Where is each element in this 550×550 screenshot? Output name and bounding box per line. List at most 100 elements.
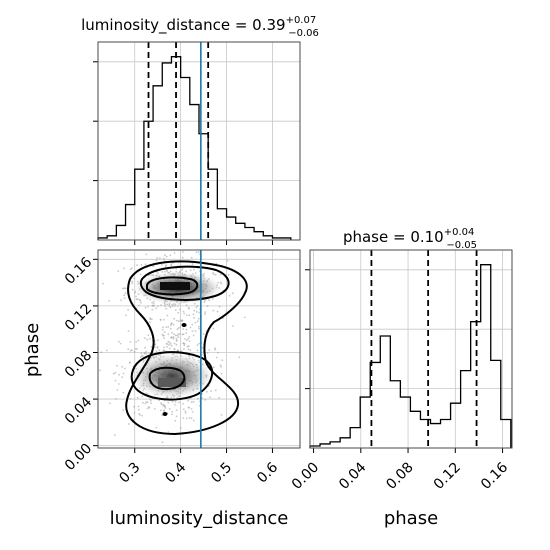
- scatter-point: [129, 268, 132, 271]
- scatter-point: [136, 264, 139, 266]
- scatter-point: [179, 326, 182, 329]
- scatter-point: [218, 396, 221, 399]
- scatter-point: [162, 326, 165, 328]
- contour-upper-inner: [146, 276, 199, 296]
- scatter-point: [165, 307, 168, 310]
- scatter-point: [183, 344, 186, 347]
- y-tick-label: 0.16: [62, 254, 95, 287]
- scatter-point: [195, 251, 198, 254]
- scatter-point: [198, 327, 201, 330]
- scatter-point: [177, 305, 179, 307]
- scatter-point: [131, 282, 134, 285]
- y-axis-label-phase: phase: [22, 323, 43, 377]
- scatter-point: [182, 328, 185, 330]
- scatter-point: [212, 366, 215, 369]
- scatter-point: [196, 349, 199, 352]
- scatter-point: [129, 361, 132, 364]
- scatter-point: [134, 348, 137, 350]
- scatter-point: [188, 340, 191, 342]
- scatter-point: [197, 317, 200, 320]
- scatter-point: [217, 351, 219, 354]
- contour-dot-lower: [162, 412, 168, 416]
- scatter-point: [179, 427, 182, 429]
- scatter-point: [124, 292, 127, 294]
- scatter-point: [198, 311, 201, 314]
- scatter-point: [140, 264, 143, 266]
- scatter-point: [160, 403, 163, 406]
- scatter-point: [175, 267, 178, 270]
- scatter-point: [145, 352, 148, 355]
- scatter-point: [192, 313, 195, 316]
- scatter-point: [183, 348, 185, 351]
- scatter-point: [156, 347, 159, 349]
- scatter-point: [121, 365, 124, 368]
- scatter-point: [138, 408, 140, 411]
- scatter-point: [133, 350, 136, 353]
- scatter-point: [157, 339, 159, 342]
- scatter-point: [150, 402, 153, 405]
- scatter-point: [168, 407, 171, 410]
- scatter-point: [123, 297, 126, 299]
- density-peak-upper: [160, 282, 190, 290]
- scatter-point: [163, 404, 166, 407]
- contour-outer: [125, 260, 248, 436]
- scatter-point: [147, 334, 150, 337]
- scatter-point: [166, 343, 169, 345]
- scatter-point: [160, 263, 163, 266]
- scatter-point: [175, 319, 178, 322]
- scatter-point: [139, 273, 142, 276]
- scatter-point: [124, 367, 126, 370]
- scatter-point: [193, 268, 195, 271]
- scatter-point: [153, 408, 156, 410]
- scatter-point: [187, 399, 189, 402]
- x-axis-label-luminosity: luminosity_distance: [110, 508, 289, 529]
- scatter-point: [188, 314, 191, 317]
- luminosity-title: luminosity_distance = 0.39+0.07 −0.06: [81, 15, 319, 39]
- scatter-point: [144, 306, 147, 309]
- scatter-point: [174, 401, 177, 403]
- scatter-point: [182, 408, 185, 411]
- scatter-point: [214, 347, 217, 350]
- scatter-point: [173, 252, 176, 254]
- scatter-point: [158, 257, 161, 259]
- scatter-point: [204, 311, 207, 314]
- scatter-point: [146, 407, 149, 410]
- scatter-point: [192, 419, 195, 422]
- scatter-point: [182, 333, 185, 336]
- scatter-point: [177, 320, 180, 323]
- scatter-point: [152, 265, 155, 268]
- scatter-point: [187, 348, 190, 351]
- scatter-point: [162, 257, 165, 260]
- scatter-point: [179, 308, 181, 311]
- scatter-point: [221, 359, 224, 362]
- scatter-point: [171, 410, 174, 413]
- scatter-point: [214, 389, 217, 392]
- scatter-point: [118, 383, 120, 385]
- scatter-point: [163, 346, 166, 349]
- scatter-point: [149, 399, 152, 402]
- phase-histogram: [309, 264, 512, 448]
- scatter-point: [202, 333, 205, 335]
- scatter-point: [187, 306, 190, 309]
- scatter-point: [170, 264, 173, 267]
- scatter-point: [184, 410, 187, 413]
- scatter-point: [231, 325, 234, 327]
- scatter-point: [129, 349, 132, 352]
- scatter-point: [194, 330, 197, 332]
- scatter-point: [175, 415, 178, 418]
- contour-lower-middle: [130, 351, 213, 401]
- scatter-point: [226, 260, 229, 262]
- scatter-point: [238, 356, 241, 359]
- scatter-point: [152, 302, 155, 305]
- scatter-point: [175, 409, 178, 412]
- scatter-point: [168, 344, 170, 346]
- contour-lines: [125, 260, 248, 436]
- luminosity-histogram-frame: [97, 41, 301, 241]
- scatter-point: [182, 251, 184, 253]
- scatter-point: [100, 351, 103, 354]
- scatter-point: [138, 299, 141, 301]
- scatter-point: [193, 309, 196, 312]
- scatter-point: [137, 339, 140, 342]
- scatter-point: [138, 413, 141, 415]
- scatter-point: [170, 344, 173, 347]
